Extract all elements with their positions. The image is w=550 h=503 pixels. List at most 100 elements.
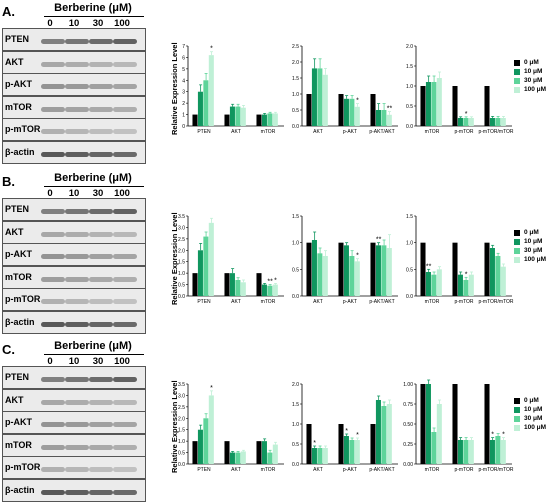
bar <box>375 400 381 464</box>
y-tick-label: 3.5 <box>178 214 185 220</box>
legend: 0 μM 10 μM 30 μM 100 μM <box>514 396 546 432</box>
legend-item: 100 μM <box>514 423 546 432</box>
bar <box>311 448 317 464</box>
blot-band <box>65 377 89 382</box>
y-tick-label: 0.0 <box>406 294 413 300</box>
bar <box>343 245 349 296</box>
legend-item: 0 μM <box>514 396 546 405</box>
blot-label: AKT <box>5 56 24 67</box>
bar <box>468 274 474 296</box>
bar <box>208 55 214 127</box>
blot-band <box>41 61 65 67</box>
bar <box>311 68 317 126</box>
x-tick-label: AKT <box>313 299 323 305</box>
bar <box>436 78 442 126</box>
y-tick-label: 1.0 <box>406 84 413 90</box>
blot-strip: mTOR <box>2 265 146 289</box>
dose-label: 0 <box>47 356 53 367</box>
x-tick-label: mTOR <box>261 299 276 305</box>
blot-band <box>89 106 113 112</box>
y-tick-label: 1.5 <box>406 64 413 70</box>
blot-band <box>113 377 137 382</box>
bar <box>370 424 376 464</box>
significance-marker: ** <box>376 237 382 244</box>
y-tick-label: 1.5 <box>292 402 299 408</box>
blot-label: PTEN <box>5 34 30 44</box>
y-tick-label: 5 <box>182 67 185 73</box>
y-tick-label: 1.0 <box>292 422 299 428</box>
blot-band <box>113 276 137 282</box>
blot-label: β-actin <box>5 316 35 327</box>
x-tick-label: p-mTOR <box>454 467 473 473</box>
bar <box>322 256 328 296</box>
y-tick-label: 2.0 <box>406 44 413 50</box>
legend-label: 10 μM <box>524 238 543 245</box>
x-tick-label: mTOR <box>425 299 440 305</box>
blot-strip: p-AKT <box>2 411 146 434</box>
blot-label: p-AKT <box>5 249 32 259</box>
blot-band <box>65 321 89 327</box>
bar <box>349 98 355 126</box>
blot-band <box>89 151 113 157</box>
x-tick-label: p-mTOR <box>454 299 473 305</box>
blot-band <box>65 39 89 44</box>
y-tick-label: 3.5 <box>178 382 185 388</box>
y-tick-label: 0.0 <box>178 294 185 300</box>
bar <box>272 444 278 464</box>
y-tick-label: 2.5 <box>292 44 299 50</box>
blot-strip: p-mTOR <box>2 456 146 479</box>
y-tick-label: 0.5 <box>178 283 185 289</box>
legend-item: 30 μM <box>514 246 546 255</box>
bar <box>452 242 458 296</box>
legend-item: 0 μM <box>514 228 546 237</box>
blot-strip: p-mTOR <box>2 118 146 141</box>
blot-band <box>65 467 89 472</box>
bar <box>431 82 437 126</box>
bar <box>261 114 267 126</box>
blot-band <box>41 299 65 304</box>
blot-band <box>113 321 137 327</box>
blot-label: p-AKT <box>5 417 32 427</box>
legend-swatch <box>514 77 520 84</box>
significance-marker: * <box>210 46 213 53</box>
panel-letter: A. <box>2 4 15 19</box>
x-tick-label: mTOR <box>261 129 276 135</box>
blot-band <box>113 84 137 89</box>
y-tick-label: 3.0 <box>178 393 185 399</box>
legend-item: 100 μM <box>514 255 546 264</box>
legend-label: 10 μM <box>524 68 543 75</box>
bar <box>343 436 349 464</box>
significance-marker: * <box>465 271 468 278</box>
legend-swatch <box>514 229 520 236</box>
blot-band <box>89 39 113 44</box>
legend-item: 100 μM <box>514 85 546 94</box>
blot-band <box>113 299 137 304</box>
y-tick-label: 0.5 <box>292 442 299 448</box>
significance-marker: * <box>345 428 348 435</box>
blot-band <box>89 276 113 282</box>
blot-band <box>113 231 137 237</box>
bar <box>420 86 426 126</box>
x-tick-label: p-AKT <box>343 299 357 305</box>
blot-band <box>113 444 137 450</box>
bar <box>240 282 246 296</box>
legend-label: 0 μM <box>524 229 539 236</box>
blot-band <box>41 399 65 405</box>
bar <box>224 273 230 296</box>
bar <box>229 452 235 464</box>
x-tick-label: p-mTOR/mTOR <box>478 129 513 135</box>
bar <box>229 273 235 296</box>
blot-label: AKT <box>5 226 24 237</box>
blot-band <box>41 489 65 495</box>
x-tick-label: PTEN <box>197 467 211 473</box>
bar <box>306 94 312 126</box>
bar <box>500 118 506 126</box>
blot-band <box>65 84 89 89</box>
y-tick-label: 0.5 <box>178 451 185 457</box>
y-tick-label: 1.0 <box>292 241 299 247</box>
bar <box>457 440 463 464</box>
bar <box>431 274 437 296</box>
bar <box>311 240 317 296</box>
blot-band <box>113 254 137 259</box>
significance-marker: * <box>274 277 277 284</box>
